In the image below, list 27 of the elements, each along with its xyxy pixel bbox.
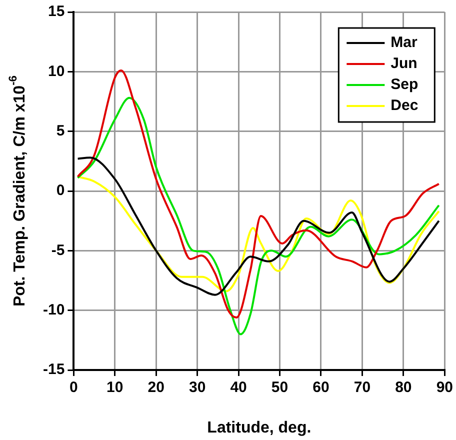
x-tick-label: 30 bbox=[188, 379, 206, 396]
legend-label: Dec bbox=[390, 97, 418, 114]
y-tick-label: 15 bbox=[48, 3, 65, 20]
y-tick-label: -10 bbox=[42, 301, 65, 318]
x-tick-label: 60 bbox=[312, 379, 330, 396]
x-tick-label: 20 bbox=[148, 379, 164, 396]
line-series bbox=[76, 156, 440, 296]
x-tick-label: 90 bbox=[436, 379, 453, 396]
x-tick-label: 0 bbox=[70, 379, 78, 396]
x-tick-label: 80 bbox=[395, 379, 412, 396]
legend-label: Sep bbox=[390, 76, 418, 94]
line-series bbox=[76, 69, 440, 318]
y-tick-label: -5 bbox=[51, 242, 65, 259]
x-axis-title: Latitude, deg. bbox=[207, 419, 312, 436]
y-tick-label: 5 bbox=[56, 122, 65, 140]
y-tick-label: 0 bbox=[56, 182, 65, 200]
line-series bbox=[76, 176, 440, 292]
legend-label: Mar bbox=[390, 34, 418, 52]
y-tick-label: 10 bbox=[48, 62, 65, 80]
line-series bbox=[76, 96, 440, 336]
x-tick-label: 40 bbox=[230, 379, 247, 396]
legend-label: Jun bbox=[390, 55, 418, 72]
x-tick-label: 50 bbox=[271, 379, 288, 396]
y-axis-title: Pot. Temp. Gradient, C/m x10-6 bbox=[8, 75, 28, 307]
x-tick-label: 10 bbox=[106, 379, 124, 396]
x-tick-label: 70 bbox=[354, 379, 371, 396]
y-tick-label: -15 bbox=[42, 361, 65, 378]
